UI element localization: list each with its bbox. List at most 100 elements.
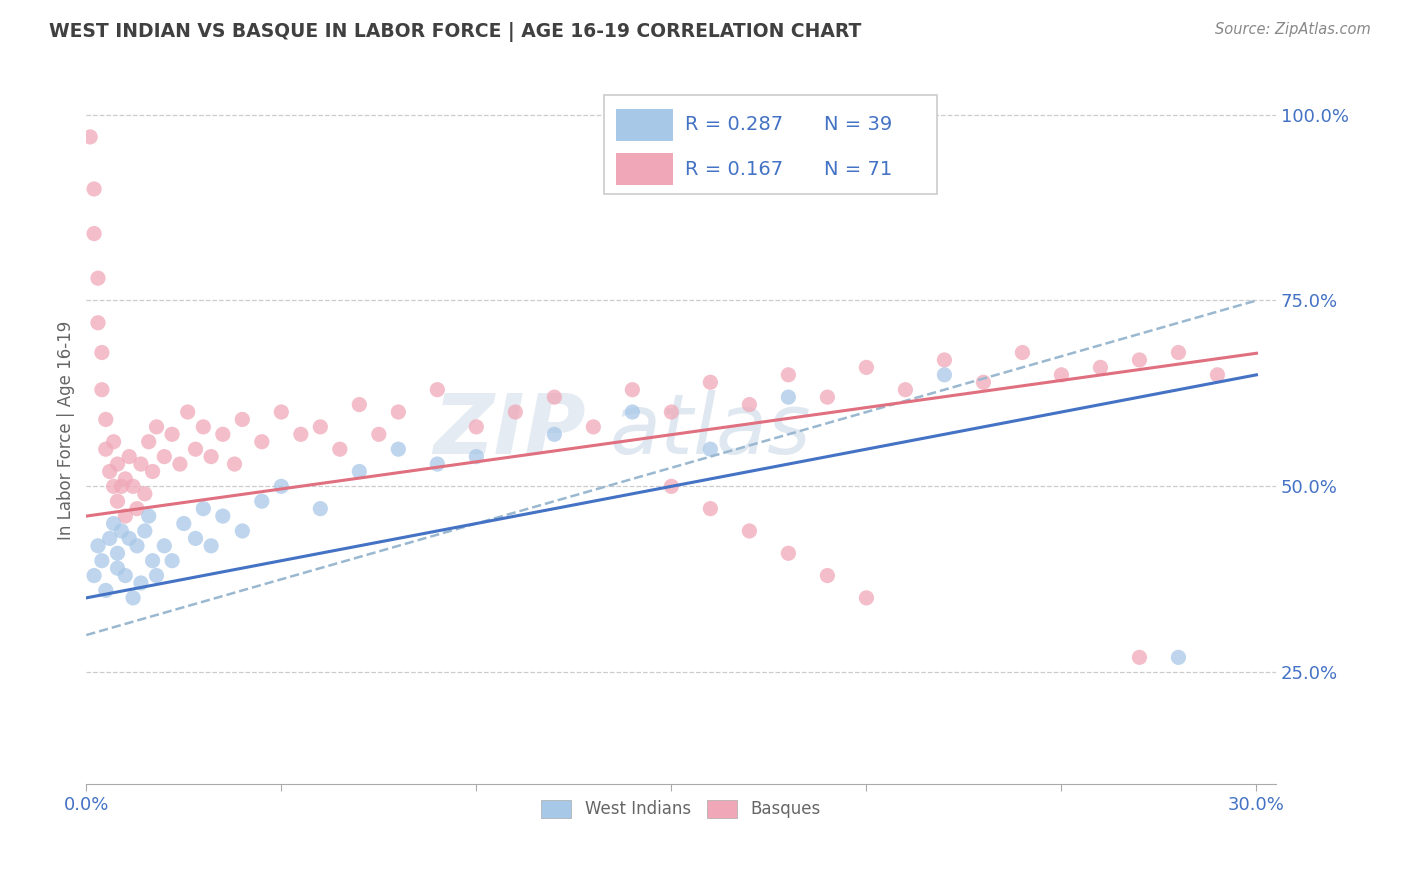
Text: Source: ZipAtlas.com: Source: ZipAtlas.com [1215, 22, 1371, 37]
Point [103, 434, 125, 449]
Point [134, 487, 156, 501]
Point [661, 405, 683, 419]
Point [83, 568, 105, 582]
FancyBboxPatch shape [616, 153, 673, 186]
Point [103, 479, 125, 493]
Point [505, 405, 527, 419]
Point [349, 398, 371, 412]
Point [83, 182, 105, 196]
Point [250, 494, 273, 508]
Point [1206, 368, 1229, 382]
Text: R = 0.287: R = 0.287 [685, 115, 783, 135]
Point [83, 227, 105, 241]
Point [138, 434, 160, 449]
Point [90, 345, 112, 359]
Point [309, 420, 332, 434]
Point [738, 398, 761, 412]
Point [177, 405, 200, 419]
Point [107, 546, 129, 560]
Point [118, 532, 141, 546]
Point [87, 316, 110, 330]
Point [145, 568, 167, 582]
Point [125, 501, 148, 516]
Point [855, 360, 877, 375]
Point [543, 427, 565, 442]
Point [169, 457, 191, 471]
Point [1167, 345, 1189, 359]
Point [699, 376, 721, 390]
Point [94, 442, 117, 457]
Point [200, 539, 222, 553]
Point [211, 509, 233, 524]
Point [98, 532, 121, 546]
FancyBboxPatch shape [603, 95, 936, 194]
Point [367, 427, 389, 442]
Point [114, 472, 136, 486]
Text: N = 39: N = 39 [824, 115, 893, 135]
Point [107, 494, 129, 508]
Point [699, 501, 721, 516]
Point [87, 539, 110, 553]
Point [621, 383, 644, 397]
FancyBboxPatch shape [616, 109, 673, 141]
Point [114, 509, 136, 524]
Point [110, 524, 132, 538]
Point [160, 554, 183, 568]
Point [778, 368, 800, 382]
Point [465, 450, 488, 464]
Point [426, 457, 449, 471]
Y-axis label: In Labor Force | Age 16-19: In Labor Force | Age 16-19 [58, 321, 75, 541]
Point [1128, 353, 1150, 368]
Point [582, 420, 605, 434]
Point [934, 368, 956, 382]
Point [118, 450, 141, 464]
Point [193, 501, 215, 516]
Point [231, 412, 253, 426]
Point [815, 390, 838, 404]
Point [103, 516, 125, 531]
Point [465, 420, 488, 434]
Legend: West Indians, Basques: West Indians, Basques [534, 793, 828, 825]
Point [778, 390, 800, 404]
Point [1128, 650, 1150, 665]
Point [87, 271, 110, 285]
Point [661, 479, 683, 493]
Point [231, 524, 253, 538]
Point [972, 376, 994, 390]
Point [142, 465, 165, 479]
Point [387, 442, 409, 457]
Point [184, 442, 207, 457]
Point [98, 465, 121, 479]
Point [224, 457, 246, 471]
Point [94, 583, 117, 598]
Point [145, 420, 167, 434]
Point [1090, 360, 1112, 375]
Point [309, 501, 332, 516]
Point [211, 427, 233, 442]
Point [107, 561, 129, 575]
Point [778, 546, 800, 560]
Point [894, 383, 917, 397]
Point [129, 576, 152, 591]
Point [184, 532, 207, 546]
Point [79, 129, 101, 144]
Text: atlas: atlas [610, 390, 811, 471]
Point [1050, 368, 1073, 382]
Point [934, 353, 956, 368]
Point [1011, 345, 1033, 359]
Point [250, 434, 273, 449]
Point [153, 539, 176, 553]
Point [107, 457, 129, 471]
Point [110, 479, 132, 493]
Text: WEST INDIAN VS BASQUE IN LABOR FORCE | AGE 16-19 CORRELATION CHART: WEST INDIAN VS BASQUE IN LABOR FORCE | A… [49, 22, 862, 42]
Point [290, 427, 312, 442]
Point [125, 539, 148, 553]
Text: R = 0.167: R = 0.167 [685, 160, 783, 178]
Point [173, 516, 195, 531]
Point [94, 412, 117, 426]
Point [114, 568, 136, 582]
Point [90, 383, 112, 397]
Point [153, 450, 176, 464]
Point [329, 442, 352, 457]
Point [90, 554, 112, 568]
